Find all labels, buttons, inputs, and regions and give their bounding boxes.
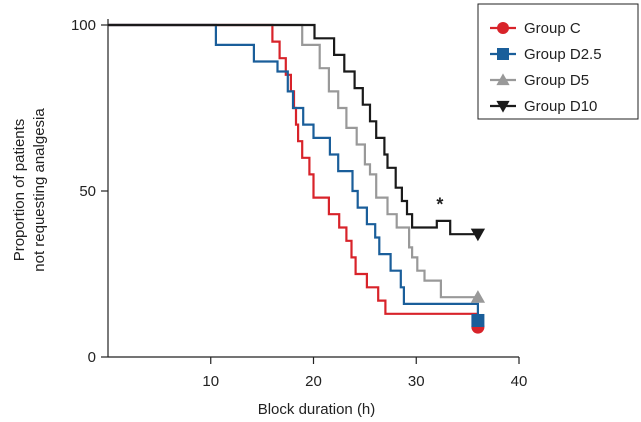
series-end-marker-4 [470, 228, 486, 242]
y-tick-label: 0 [88, 349, 96, 366]
x-tick-label: 30 [408, 373, 425, 390]
legend-label-1: Group C [524, 20, 581, 37]
annotation-layer: * [436, 194, 443, 214]
legend-marker-1 [497, 22, 509, 34]
y-tick-label: 50 [79, 183, 96, 200]
y-tick-label: 100 [71, 17, 96, 34]
series-line-2 [108, 23, 479, 321]
legend-label-2: Group D2.5 [524, 46, 602, 63]
y-axis-label-line: Proportion of patients [11, 119, 28, 262]
series-end-marker-2 [471, 313, 485, 327]
series-layer [108, 23, 479, 328]
x-tick-label: 20 [305, 373, 322, 390]
legend-marker-3 [496, 73, 510, 86]
legend-label-4: Group D10 [524, 98, 597, 115]
y-axis-label-line: not requesting analgesia [31, 108, 48, 272]
axes: 10 20 30 40 0 50 100 Block duration (h) Proporti… [11, 17, 527, 418]
y-axis-label: Proportion of patients not requesting ana… [11, 108, 48, 272]
x-tick-label: 10 [202, 373, 219, 390]
legend-label-3: Group D5 [524, 72, 589, 89]
series-end-marker-3 [470, 290, 486, 303]
series-line-4 [108, 23, 478, 236]
markers-layer [470, 228, 486, 334]
legend-marker-4 [496, 100, 510, 113]
significance-annotation: * [436, 194, 443, 214]
x-tick-label: 40 [511, 373, 528, 390]
series-line-3 [108, 23, 478, 299]
series-line-1 [108, 23, 479, 328]
x-axis-label: Block duration (h) [258, 401, 376, 418]
legend: Group C Group D2.5 Group D5 Group D10 [477, 3, 639, 120]
legend-marker-2 [497, 48, 509, 60]
